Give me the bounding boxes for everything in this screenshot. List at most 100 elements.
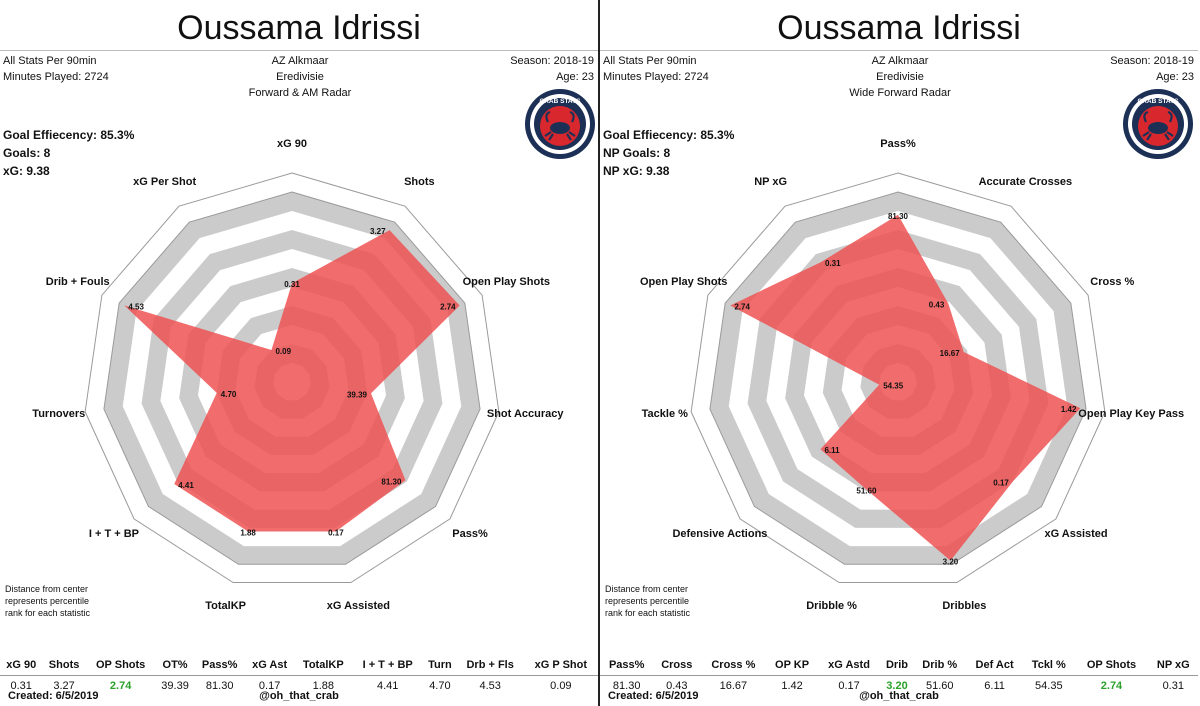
- table-header-cell: xG 90: [0, 655, 43, 676]
- age: Age: 23: [1156, 71, 1194, 83]
- table-value-cell: 4.41: [376, 680, 399, 692]
- table-value-cell: 1.42: [781, 680, 803, 692]
- radar-value-label: 1.88: [240, 528, 256, 537]
- per90-note: All Stats Per 90min: [603, 55, 697, 67]
- team-name: AZ Alkmaar: [871, 55, 929, 67]
- radar-value-label: 39.39: [347, 390, 368, 399]
- radar-value-label: 3.27: [370, 227, 386, 236]
- goal-efficiency: Goal Effiecency: 85.3%: [3, 128, 135, 142]
- radar-axis-label: xG Assisted: [1044, 528, 1108, 541]
- table-value-cell: 51.60: [925, 680, 954, 692]
- footnote-line: rank for each statistic: [605, 608, 691, 618]
- table-value-cell: 81.30: [205, 680, 234, 692]
- radar-value-label: 0.31: [284, 280, 300, 289]
- radar-axis-label: I + T + BP: [88, 528, 139, 541]
- radar-value-label: 81.30: [888, 212, 909, 221]
- wide-forward-radar-panel: Oussama Idrissi All Stats Per 90min Minu…: [600, 0, 1198, 706]
- xg-total: xG: 9.38: [3, 164, 50, 178]
- table-value-cell: 0.17: [258, 680, 281, 692]
- forward-am-radar-panel: Oussama Idrissi All Stats Per 90min Minu…: [0, 0, 598, 706]
- header-center-info: AZ Alkmaar Eredivisie Wide Forward Radar: [750, 53, 1050, 101]
- footnote-line: represents percentile: [605, 596, 690, 606]
- table-header-cell: Turn: [423, 655, 457, 676]
- table-value-cell: 0.09: [550, 680, 572, 692]
- radar-type: Wide Forward Radar: [849, 87, 951, 99]
- goal-stats: Goal Effiecency: 85.3% Goals: 8 xG: 9.38: [3, 126, 134, 180]
- radar-axis-label: Shot Accuracy: [486, 407, 564, 420]
- radar-axis-label: Turnovers: [32, 407, 86, 420]
- table-value-cell: 3.27: [53, 680, 75, 692]
- table-header-cell: Drb + Fls: [456, 655, 524, 676]
- radar-value-label: 51.60: [856, 487, 877, 496]
- stats-table: Pass% Cross Cross % OP KP xG Astd Drib Drib % D…: [600, 655, 1198, 696]
- goal-stats: Goal Effiecency: 85.3% NP Goals: 8 NP xG…: [603, 126, 734, 180]
- np-goals: NP Goals: 8: [603, 146, 671, 160]
- wide-forward-radar-chart: 81.30 0.43 16.67 1.42 0.17 3.20 51.60 6.11 54.35…: [690, 172, 1106, 584]
- table-value-cell: 54.35: [1035, 680, 1063, 692]
- radar-axis-label: Shots: [404, 175, 435, 188]
- table-value-cell: 2.74: [109, 680, 132, 692]
- radar-axis-label: xG 90: [277, 138, 307, 151]
- header-right-info: Season: 2018-19 Age: 23: [510, 53, 594, 85]
- table-header-cell: Shots: [42, 655, 86, 676]
- radar-value-label: 0.09: [275, 347, 291, 356]
- radar-value-label: 0.17: [993, 479, 1009, 488]
- table-header-cell: Drib: [880, 655, 914, 676]
- panel-divider: [598, 0, 600, 706]
- table-header-cell: NP xG: [1148, 655, 1198, 676]
- radar-value-label: 2.74: [734, 302, 750, 311]
- table-header-cell: Def Act: [965, 655, 1024, 676]
- table-header-cell: xG Ast: [244, 655, 295, 676]
- radar-axis-label: Accurate Crosses: [978, 175, 1073, 188]
- radar-value-label: 0.17: [328, 528, 344, 537]
- radar-value-label: 3.20: [943, 558, 959, 567]
- table-header-cell: Tckl %: [1023, 655, 1075, 676]
- table-header-cell: Pass%: [600, 655, 654, 676]
- table-header-cell: Cross: [653, 655, 701, 676]
- radar-axis-label: Dribbles: [942, 600, 987, 613]
- radar-axis-label: Drib + Fouls: [45, 276, 110, 289]
- table-header-cell: Pass%: [194, 655, 245, 676]
- table-header-cell: Cross %: [700, 655, 767, 676]
- radar-value-label: 4.70: [221, 390, 237, 399]
- per90-note: All Stats Per 90min: [3, 55, 97, 67]
- table-header-cell: I + T + BP: [352, 655, 424, 676]
- radar-axis-label: Tackle %: [641, 407, 688, 420]
- table-value-cell: 0.17: [838, 680, 860, 692]
- footnote-line: Distance from center: [605, 584, 689, 594]
- distance-footnote: Distance from center represents percenti…: [5, 583, 90, 619]
- twitter-handle: @oh_that_crab: [259, 690, 339, 702]
- radar-axis-label: Open Play Key Pass: [1078, 407, 1185, 420]
- player-title: Oussama Idrissi: [177, 9, 421, 47]
- radar-axis-label: Pass%: [452, 528, 488, 541]
- stats-table-header-row: Pass% Cross Cross % OP KP xG Astd Drib Drib % D…: [600, 655, 1198, 676]
- radar-axis-label: Defensive Actions: [672, 528, 768, 541]
- table-value-cell: 6.11: [984, 680, 1005, 692]
- header-right-info: Season: 2018-19 Age: 23: [1110, 53, 1194, 85]
- radar-axis-label: Dribble %: [806, 600, 857, 613]
- logo-text: CRAB STATS: [540, 98, 582, 105]
- age: Age: 23: [556, 71, 594, 83]
- stats-table: xG 90 Shots OP Shots OT% Pass% xG Ast TotalKP I…: [0, 655, 598, 696]
- radar-value-label: 6.11: [824, 446, 840, 455]
- radar-outer-frame: [690, 172, 1106, 584]
- header-left-info: All Stats Per 90min Minutes Played: 2724: [603, 53, 709, 85]
- radar-outer-frame: [84, 172, 500, 584]
- table-header-cell: TotalKP: [294, 655, 353, 676]
- radar-value-label: 16.67: [940, 349, 961, 358]
- radar-value-label: 4.53: [128, 302, 144, 311]
- title-divider: [0, 50, 598, 51]
- header-left-info: All Stats Per 90min Minutes Played: 2724: [3, 53, 109, 85]
- radar-axis-label: Pass%: [880, 138, 916, 151]
- player-percentile-polygon: [124, 230, 460, 532]
- radar-value-label: 1.42: [1061, 405, 1077, 414]
- radar-axis-label: NP xG: [754, 175, 788, 188]
- radar-value-label: 54.35: [883, 382, 904, 391]
- radar-axis-label: Open Play Shots: [462, 276, 550, 289]
- radar-type: Forward & AM Radar: [248, 87, 352, 99]
- table-value-cell: 0.31: [10, 680, 32, 692]
- table-value-cell: 0.43: [666, 680, 688, 692]
- table-header-cell: Drib %: [913, 655, 966, 676]
- radar-value-label: 81.30: [381, 477, 402, 486]
- crab-stats-logo: CRAB STATS: [525, 89, 595, 159]
